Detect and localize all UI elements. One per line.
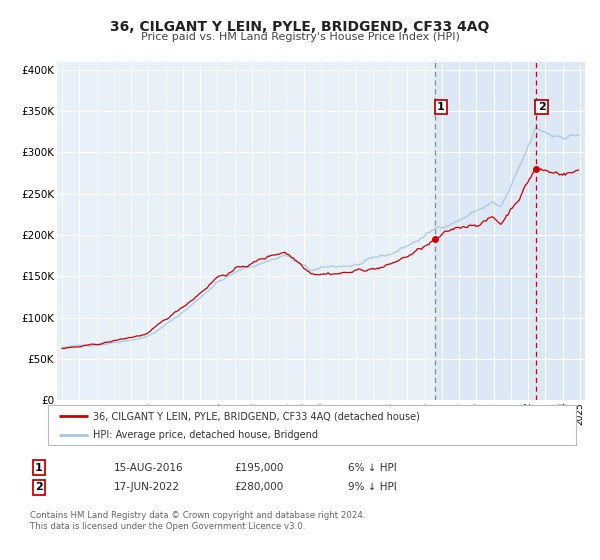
Text: 2: 2 <box>35 482 43 492</box>
Text: 36, CILGANT Y LEIN, PYLE, BRIDGEND, CF33 4AQ (detached house): 36, CILGANT Y LEIN, PYLE, BRIDGEND, CF33… <box>93 411 420 421</box>
Text: 36, CILGANT Y LEIN, PYLE, BRIDGEND, CF33 4AQ: 36, CILGANT Y LEIN, PYLE, BRIDGEND, CF33… <box>110 20 490 34</box>
Text: 1: 1 <box>437 102 445 112</box>
Text: This data is licensed under the Open Government Licence v3.0.: This data is licensed under the Open Gov… <box>30 522 305 531</box>
Text: 15-AUG-2016: 15-AUG-2016 <box>114 463 184 473</box>
Text: 9% ↓ HPI: 9% ↓ HPI <box>348 482 397 492</box>
Text: HPI: Average price, detached house, Bridgend: HPI: Average price, detached house, Brid… <box>93 430 318 440</box>
Text: 2: 2 <box>538 102 545 112</box>
Text: 1: 1 <box>35 463 43 473</box>
Text: Price paid vs. HM Land Registry's House Price Index (HPI): Price paid vs. HM Land Registry's House … <box>140 32 460 42</box>
Text: £195,000: £195,000 <box>234 463 283 473</box>
Text: £280,000: £280,000 <box>234 482 283 492</box>
Text: 17-JUN-2022: 17-JUN-2022 <box>114 482 180 492</box>
Bar <box>436 62 600 400</box>
Text: 6% ↓ HPI: 6% ↓ HPI <box>348 463 397 473</box>
Text: Contains HM Land Registry data © Crown copyright and database right 2024.: Contains HM Land Registry data © Crown c… <box>30 511 365 520</box>
